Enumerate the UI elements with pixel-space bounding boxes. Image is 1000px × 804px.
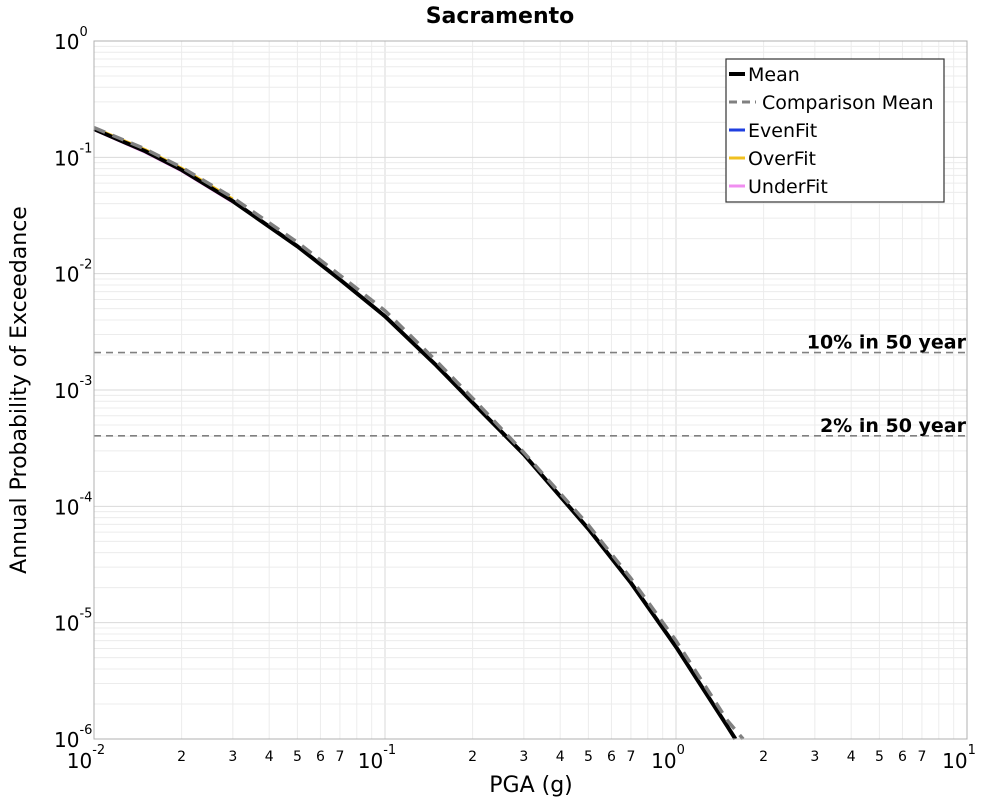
reference-lines: 10% in 50 year 2% in 50 year — [94, 332, 967, 437]
series-line-comparison-mean — [93, 125, 745, 741]
x-axis-label: PGA (g) — [489, 773, 573, 798]
x-minor-tick-label: 5 — [584, 749, 593, 765]
x-tick-label: 101 — [942, 743, 976, 773]
axes: 10-2 2 3 4 5 6 7 10-1 2 3 4 5 6 7 100 2 3 4 5 6 7 10110010-11… — [54, 25, 976, 773]
series-line-mean — [93, 127, 738, 741]
y-tick-label: 10-5 — [54, 607, 92, 636]
y-tick-label: 10-2 — [54, 258, 92, 287]
x-minor-tick-label: 6 — [898, 749, 907, 765]
legend-entry: UnderFit — [748, 176, 828, 198]
legend-entry: Mean — [748, 64, 800, 86]
legend-entry: EvenFit — [748, 120, 817, 142]
legend-entry: Comparison Mean — [762, 92, 934, 114]
series-lines — [93, 125, 745, 741]
plot-frame — [93, 40, 968, 740]
x-minor-tick-label: 6 — [607, 749, 616, 765]
y-tick-label: 10-3 — [54, 374, 92, 403]
legend: Mean Comparison Mean EvenFit OverFit UnderFi… — [725, 58, 945, 203]
y-tick-label: 10-6 — [54, 723, 92, 752]
x-tick-label: 10-2 — [67, 743, 105, 773]
y-tick-label: 10-1 — [54, 141, 92, 170]
x-minor-tick-label: 6 — [316, 749, 325, 765]
x-minor-tick-label: 3 — [810, 749, 819, 765]
x-minor-tick-label: 5 — [875, 749, 884, 765]
reference-line-label: 2% in 50 year — [820, 415, 967, 437]
x-minor-tick-label: 3 — [228, 749, 237, 765]
x-minor-tick-label: 4 — [265, 749, 274, 765]
x-minor-tick-label: 4 — [556, 749, 565, 765]
x-minor-tick-label: 2 — [759, 749, 768, 765]
y-axis-label: Annual Probability of Exceedance — [7, 206, 32, 574]
x-tick-label: 100 — [651, 743, 685, 773]
legend-box — [725, 58, 945, 203]
x-minor-tick-label: 7 — [335, 749, 344, 765]
grid — [93, 41, 967, 740]
chart-title: Sacramento — [426, 4, 575, 29]
x-minor-tick-label: 5 — [293, 749, 302, 765]
x-minor-tick-label: 4 — [847, 749, 856, 765]
y-tick-label: 100 — [54, 25, 88, 54]
x-minor-tick-label: 7 — [917, 749, 926, 765]
x-minor-tick-label: 3 — [519, 749, 528, 765]
reference-line-label: 10% in 50 year — [807, 332, 967, 354]
x-minor-tick-label: 2 — [468, 749, 477, 765]
x-minor-tick-label: 2 — [177, 749, 186, 765]
legend-entry: OverFit — [748, 148, 816, 170]
x-tick-label: 10-1 — [358, 743, 396, 773]
series-line-underfit — [93, 128, 234, 204]
y-tick-label: 10-4 — [54, 490, 92, 519]
x-minor-tick-label: 7 — [626, 749, 635, 765]
